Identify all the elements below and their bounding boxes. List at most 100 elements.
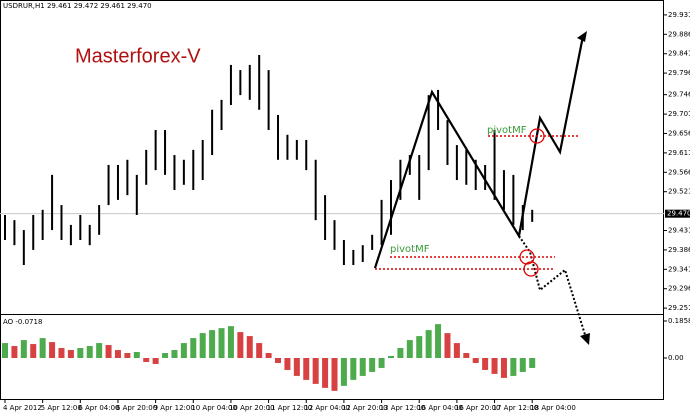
x-tick-label: 6 Apr 20:00 — [116, 404, 157, 412]
last-price-box — [665, 209, 690, 218]
bar — [218, 328, 225, 358]
y-tick-label: 0.00 — [668, 354, 684, 362]
x-tick-label: 16 Apr 20:00 — [455, 404, 501, 412]
bar — [416, 336, 423, 358]
bar — [500, 357, 507, 378]
y-tick-label: 29.746 — [668, 91, 690, 99]
bar — [11, 346, 18, 358]
x-tick-label: 16 Apr 04:00 — [417, 404, 463, 412]
chart-subtitle: USDRUR,H1 29.461 29.472 29.461 29.470 — [3, 2, 152, 10]
bar — [322, 357, 329, 388]
arrow-head — [580, 333, 590, 345]
bar — [133, 352, 140, 358]
bar — [275, 357, 282, 363]
chart-title: Masterforex-V — [75, 45, 201, 67]
plot — [0, 55, 664, 391]
y-tick-label: 0.1858 — [668, 317, 690, 325]
bar — [444, 333, 451, 358]
bar — [265, 353, 272, 358]
bar — [463, 353, 470, 358]
bar — [453, 343, 460, 358]
bar — [284, 357, 291, 370]
y-tick-label: 29.701 — [668, 110, 690, 118]
bar — [162, 353, 169, 358]
bar — [105, 345, 112, 358]
bar — [86, 346, 93, 358]
x-tick-label: 11 Apr 12:00 — [267, 404, 313, 412]
bar — [77, 348, 84, 358]
x-tick-label: 9 Apr 12:00 — [154, 404, 195, 412]
bar — [49, 342, 56, 358]
drawings — [373, 31, 590, 345]
bar — [180, 343, 187, 358]
y-tick-label: 29.296 — [668, 285, 690, 293]
dotted-path — [518, 235, 587, 339]
bar — [124, 353, 131, 358]
bar — [2, 343, 8, 358]
circle — [529, 128, 545, 144]
y-tick-label: 29.566 — [668, 168, 690, 176]
y-tick-label: 29.796 — [668, 69, 690, 77]
y-tick-label: 29.521 — [668, 188, 690, 196]
bar — [199, 333, 206, 358]
last-price-label: 29.470 — [667, 210, 690, 218]
bar — [256, 343, 263, 358]
bar — [350, 357, 357, 380]
bar — [67, 350, 74, 358]
x-tick-label: 10 Apr 20:00 — [229, 404, 275, 412]
bar — [529, 357, 536, 368]
bar — [209, 330, 216, 358]
y-tick-label: 29.886 — [668, 30, 690, 38]
y-tick-label: 29.611 — [668, 149, 690, 157]
bar — [303, 357, 310, 380]
bar — [340, 357, 347, 386]
x-tick-label: 6 Apr 04:00 — [78, 404, 119, 412]
indicator-title: AO -0.0718 — [3, 318, 42, 326]
x-tick-label: 12 Apr 20:00 — [342, 404, 388, 412]
bar — [96, 343, 103, 358]
y-tick-label: 29.386 — [668, 246, 690, 254]
bar — [510, 357, 517, 376]
bar — [387, 356, 394, 358]
bar — [331, 357, 338, 391]
frame — [0, 0, 664, 400]
x-tick-label: 12 Apr 04:00 — [304, 404, 350, 412]
y-tick-label: 29.841 — [668, 50, 690, 58]
bar — [519, 357, 526, 372]
x-tick-label: 18 Apr 04:00 — [530, 404, 576, 412]
bar — [406, 340, 413, 358]
bar — [472, 357, 479, 363]
bar — [378, 357, 385, 368]
bar — [435, 324, 442, 358]
arrow-head — [577, 31, 587, 42]
x-tick-label: 5 Apr 12:00 — [41, 404, 82, 412]
bar — [293, 357, 300, 376]
x-tick-label: 17 Apr 12:00 — [493, 404, 539, 412]
bar — [491, 357, 498, 374]
annotation: pivotMF — [390, 244, 430, 255]
bar — [482, 357, 489, 370]
x-tick-label: 10 Apr 04:00 — [191, 404, 237, 412]
bar — [397, 348, 404, 358]
bar — [171, 350, 178, 358]
y-tick-label: 29.431 — [668, 227, 690, 235]
y-tick-label: 29.251 — [668, 304, 690, 312]
bar — [425, 330, 432, 358]
annotation: pivotMF — [487, 125, 527, 136]
zigzag — [373, 35, 585, 269]
bar — [312, 357, 319, 384]
bar — [143, 357, 150, 362]
bar — [30, 344, 37, 358]
x-tick-label: 4 Apr 2012 — [3, 404, 42, 412]
bar — [39, 338, 46, 358]
bar — [246, 336, 253, 358]
bar — [58, 348, 65, 358]
bar — [227, 326, 234, 358]
x-tick-label: 13 Apr 12:00 — [380, 404, 426, 412]
y-tick-label: 29.341 — [668, 265, 690, 273]
y-tick-label: 29.931 — [668, 11, 690, 19]
circle — [523, 261, 539, 277]
y-tick-label: 29.656 — [668, 129, 690, 137]
bar — [359, 357, 366, 376]
